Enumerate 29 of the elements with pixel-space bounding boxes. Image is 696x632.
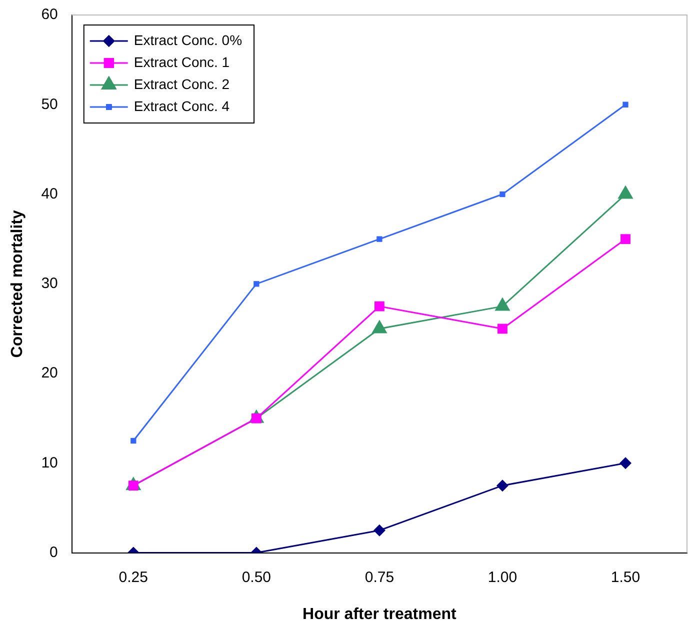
point (130, 438, 136, 444)
y-tick-label: 40 (41, 185, 58, 202)
y-tick-label: 30 (41, 275, 58, 292)
point (254, 281, 260, 287)
legend-label: Extract Conc. 0% (134, 32, 242, 48)
y-tick-label: 20 (41, 364, 58, 382)
point (496, 480, 508, 492)
x-tick-label: 1.50 (610, 568, 640, 586)
legend-label: Extract Conc. 1 (134, 54, 230, 70)
legend-label: Extract Conc. 4 (134, 98, 230, 114)
y-tick-label: 0 (50, 544, 58, 561)
y-axis-title: Corrected mortality (9, 210, 26, 358)
point (373, 524, 386, 536)
point (620, 234, 630, 244)
point (498, 324, 508, 334)
y-tick-label: 50 (41, 96, 58, 113)
x-tick-label: 0.75 (364, 568, 394, 586)
legend-label: Extract Conc. 2 (134, 76, 230, 92)
y-tick-label: 10 (41, 454, 58, 472)
x-tick-label: 0.25 (118, 568, 148, 586)
x-tick-label: 0.50 (242, 568, 272, 586)
y-tick-label: 60 (41, 6, 58, 24)
point (376, 236, 382, 242)
point (619, 457, 632, 470)
x-axis-title: Hour after treatment (302, 606, 458, 623)
point (374, 301, 384, 312)
point (500, 191, 506, 198)
point (622, 102, 628, 108)
x-tick-label: 1.00 (488, 568, 518, 586)
